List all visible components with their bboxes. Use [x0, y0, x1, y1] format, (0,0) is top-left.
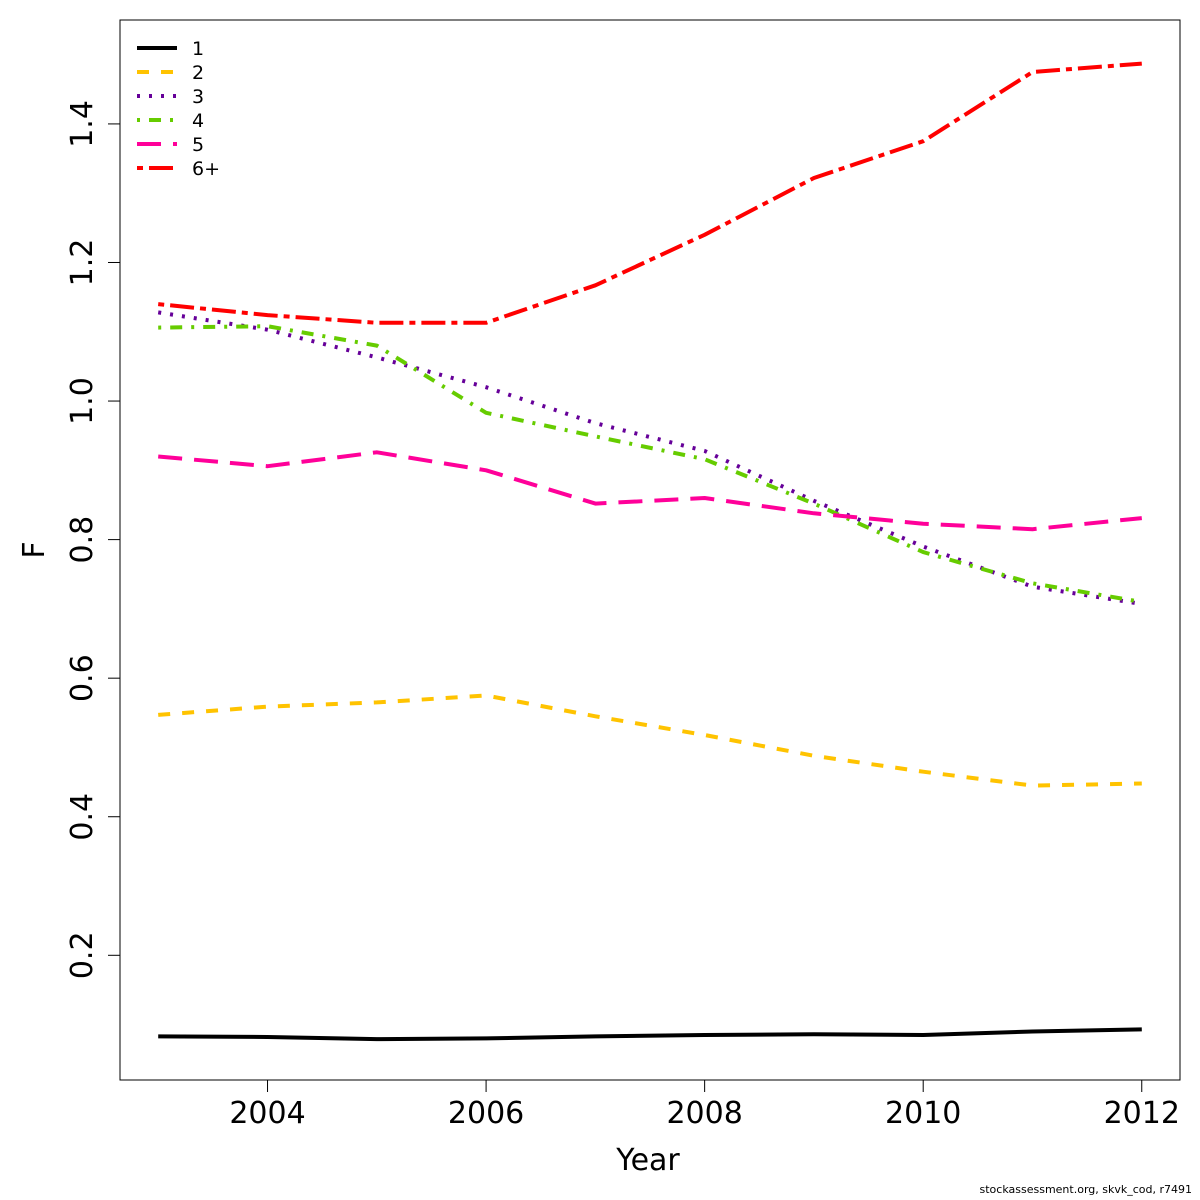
legend-label: 1	[192, 38, 204, 60]
x-axis: 2004 2006 2008 2010 2012	[158, 1079, 1180, 1131]
series-lines	[157, 61, 1143, 1042]
legend-label: 2	[192, 62, 204, 84]
x-tick-label: 2012	[1104, 1096, 1180, 1131]
y-tick-label: 1.4	[65, 100, 100, 148]
y-axis-title: F	[17, 541, 52, 558]
x-tick-label: 2008	[666, 1096, 742, 1131]
y-tick-label: 0.8	[65, 516, 100, 564]
series-line-age-6	[157, 61, 1142, 325]
legend-label: 6+	[192, 158, 220, 180]
y-tick-label: 1.2	[65, 239, 100, 287]
y-tick-label: 1.0	[65, 377, 100, 425]
y-tick-label: 0.2	[65, 931, 100, 979]
x-tick-label: 2010	[885, 1096, 961, 1131]
y-axis: 0.2 0.4 0.6 0.8 1.0 1.2 1.4	[65, 100, 121, 979]
series-line-age-2	[158, 693, 1142, 788]
series-line-age-5	[158, 450, 1143, 532]
legend-label: 5	[192, 134, 204, 156]
y-tick-label: 0.4	[65, 793, 100, 841]
footer-credit: stockassessment.org, skvk_cod, r7491	[979, 1183, 1192, 1196]
plot-area-frame	[119, 19, 1181, 1081]
legend-label: 3	[192, 86, 204, 108]
legend-label: 4	[192, 110, 204, 132]
series-line-age-3	[157, 310, 1143, 606]
x-tick-label: 2006	[448, 1096, 524, 1131]
x-tick-label: 2004	[229, 1096, 305, 1131]
y-tick-label: 0.6	[65, 654, 100, 702]
series-line-age-1	[158, 1027, 1142, 1042]
x-axis-title: Year	[615, 1143, 680, 1178]
series-line-age-4	[158, 324, 1143, 604]
